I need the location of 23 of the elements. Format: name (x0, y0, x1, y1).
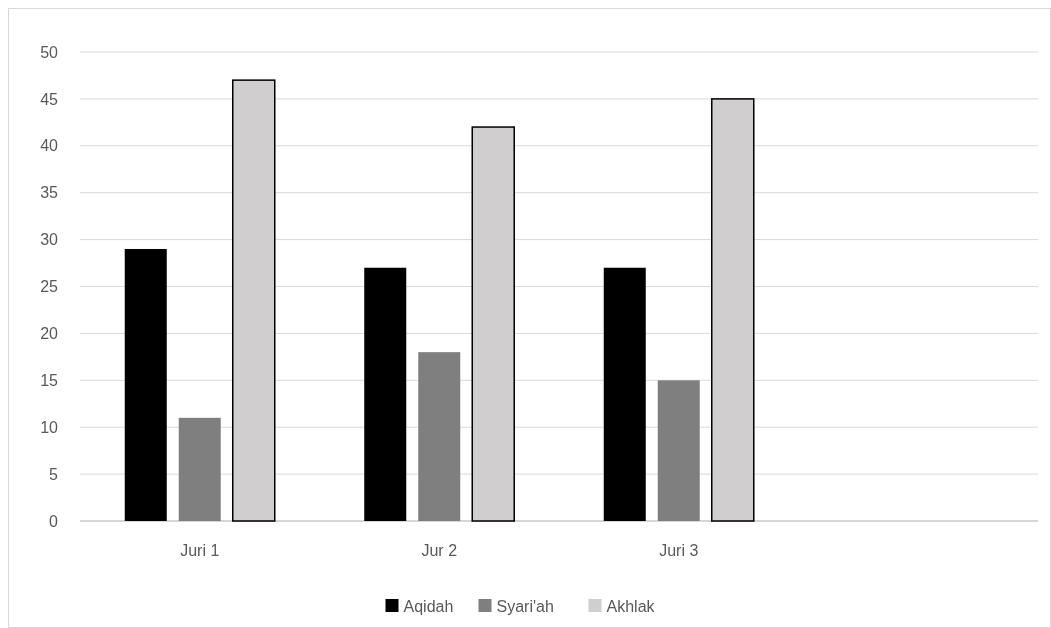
y-tick-label: 25 (40, 278, 59, 296)
y-tick-label: 50 (40, 43, 59, 61)
bar (178, 417, 221, 521)
y-tick-label: 35 (40, 184, 59, 202)
bar (124, 248, 167, 521)
y-tick-label: 30 (40, 231, 59, 249)
y-tick-label: 0 (49, 512, 59, 530)
y-tick-label: 15 (40, 371, 59, 389)
y-tick-label: 10 (40, 418, 59, 436)
y-tick-label: 45 (40, 90, 59, 108)
x-tick-label: Jur 2 (421, 542, 458, 559)
legend-label: Akhlak (606, 597, 656, 615)
bar (418, 352, 461, 521)
bar (657, 380, 700, 521)
x-tick-label: Juri 3 (659, 542, 699, 559)
bar (364, 267, 407, 521)
y-tick-label: 20 (40, 325, 59, 342)
y-tick-label: 40 (40, 137, 59, 155)
legend-label: Aqidah (403, 597, 454, 615)
legend-label: Syari'ah (496, 597, 554, 615)
y-tick-label: 5 (49, 465, 59, 483)
x-tick-label: Juri 1 (180, 542, 220, 559)
bar (603, 267, 646, 521)
